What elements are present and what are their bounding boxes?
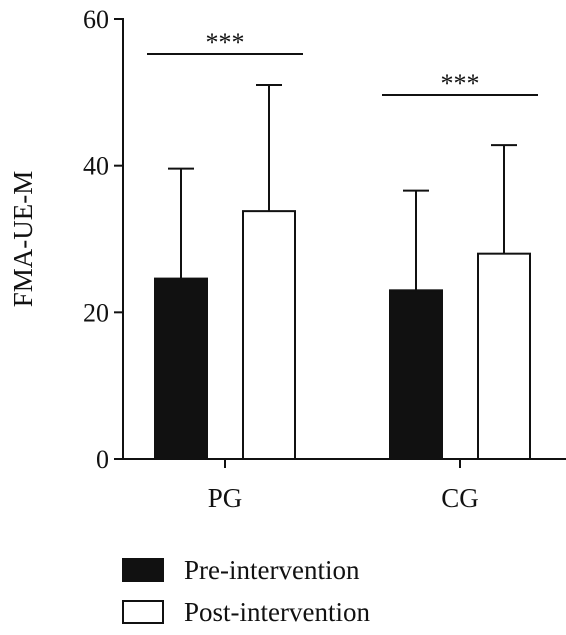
legend-swatch-pre: [122, 558, 164, 582]
y-tick-label: 40: [83, 152, 109, 181]
bar-pg-pre: [154, 277, 208, 460]
bar-cg-pre: [389, 289, 443, 461]
y-tick-label: 60: [83, 5, 109, 34]
significance-label: ***: [206, 28, 245, 57]
y-tick-label: 20: [83, 298, 109, 327]
bar-pg-post: [242, 210, 296, 460]
y-tick-label: 0: [96, 445, 109, 474]
significance-label: ***: [441, 69, 480, 98]
legend-swatch-post: [122, 600, 164, 624]
x-tick-label: PG: [208, 483, 243, 513]
bar-cg-post: [477, 252, 531, 460]
legend-label: Post-intervention: [184, 597, 370, 627]
legend-label: Pre-intervention: [184, 555, 360, 585]
y-axis-label: FMA-UE-M: [8, 171, 38, 308]
x-tick-label: CG: [441, 483, 479, 513]
